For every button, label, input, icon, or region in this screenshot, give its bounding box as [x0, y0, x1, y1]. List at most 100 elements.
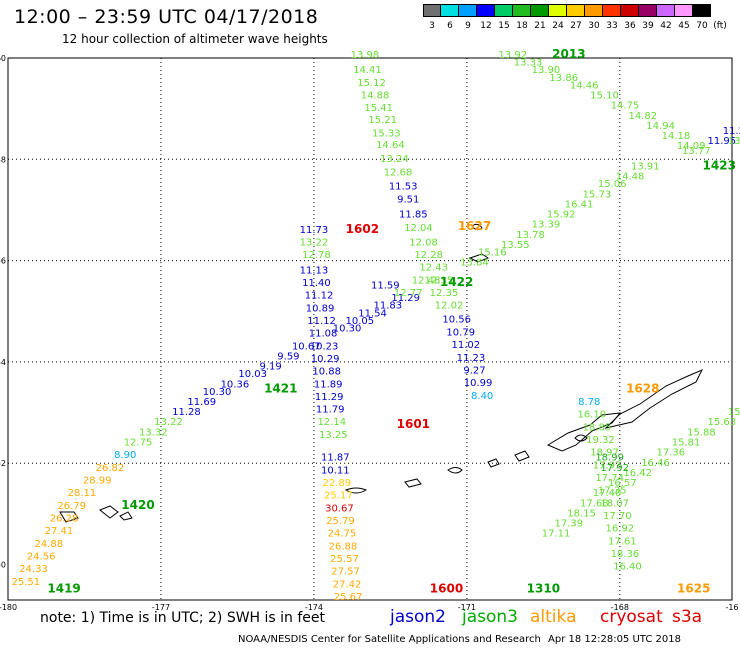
wave-height-label: 8.78 [578, 397, 600, 408]
wave-height-label: 13.78 [516, 230, 545, 241]
wave-height-label: 13.25 [319, 430, 348, 441]
wave-height-label: 12.43 [419, 263, 448, 274]
wave-height-label: 25.57 [330, 554, 359, 565]
lon-label: -174 [305, 603, 323, 612]
wave-height-label: 26.79 [57, 501, 86, 512]
wave-height-label: 13.77 [682, 146, 711, 157]
wave-height-label: 12.78 [302, 250, 331, 261]
wave-height-label: 15.73 [583, 189, 612, 200]
wave-height-label: 16.92 [606, 524, 635, 535]
scale-label: 39 [642, 21, 654, 31]
scale-label: 9 [465, 21, 471, 31]
wave-height-label: 15.81 [672, 438, 701, 449]
wave-height-label: 14.41 [353, 65, 382, 76]
pass-time-label: 1423 [703, 158, 736, 172]
color-scale: 3 6 9 12 15 18 21 24 27 30 33 36 39 42 45 70 (ft) [423, 4, 729, 31]
wave-height-label: 12.35 [430, 288, 459, 299]
wave-height-label: 24.75 [328, 529, 357, 540]
pass-time-label: 1310 [527, 581, 560, 595]
wave-height-label: 16.42 [623, 468, 652, 479]
wave-height-label: 12.02 [435, 301, 464, 312]
scale-cell [621, 4, 639, 17]
island-outline [59, 511, 79, 523]
wave-height-label: 13.24 [380, 154, 409, 165]
scale-label: 3 [429, 21, 435, 31]
island-outline [447, 467, 463, 474]
wave-height-label: 13.39 [532, 220, 561, 231]
wave-height-label: 11.29 [391, 293, 420, 304]
lon-label: -180 [0, 603, 17, 612]
scale-cell [585, 4, 603, 17]
wave-height-label: 11.12 [307, 316, 336, 327]
scale-label: 24 [552, 21, 564, 31]
wave-height-label: 16.40 [613, 562, 642, 573]
pass-time-label: 1422 [440, 275, 473, 289]
wave-height-label: 15.16 [478, 248, 507, 259]
scale-unit: (ft) [713, 21, 727, 31]
wave-height-label: 10.29 [311, 354, 340, 365]
wave-height-label: 28.99 [83, 475, 112, 486]
wave-height-label: 13.91 [631, 161, 660, 172]
scale-label: 70 [696, 21, 708, 31]
scale-label: 12 [480, 21, 492, 31]
subtitle: 12 hour collection of altimeter wave hei… [62, 32, 328, 46]
wave-height-label: 11.02 [452, 340, 481, 351]
wave-height-label: 8.40 [471, 391, 493, 402]
wave-height-label: 11.87 [321, 453, 350, 464]
wave-height-label: 10.88 [312, 367, 341, 378]
island-outline [604, 369, 704, 429]
wave-height-label: 10.05 [345, 316, 374, 327]
pass-time-label: 2013 [552, 47, 585, 61]
pass-time-label: 1600 [430, 581, 463, 595]
wave-height-label: 11.85 [399, 210, 428, 221]
wave-height-label: 14.82 [628, 111, 657, 122]
scale-cell [603, 4, 621, 17]
wave-height-label: 10.99 [464, 378, 493, 389]
wave-height-label: 11.83 [374, 301, 403, 312]
lat-label: 60 [0, 54, 6, 63]
wave-height-label: 26.28 [50, 513, 79, 524]
footnote: note: 1) Time is in UTC; 2) SWH is in fe… [40, 610, 326, 626]
wave-height-label: 10.36 [221, 379, 250, 390]
wave-height-label: 14.64 [376, 140, 405, 151]
wave-height-label: 11.29 [315, 392, 344, 403]
wave-height-label: 17.97 [593, 460, 622, 471]
wave-height-label: 16.57 [608, 478, 637, 489]
wave-height-label: 28.11 [68, 488, 97, 499]
pass-time-label: 1625 [677, 581, 710, 595]
scale-label: 33 [606, 21, 618, 31]
scale-cell [423, 4, 441, 17]
scale-cell [459, 4, 477, 17]
island-outline [514, 450, 530, 462]
wave-height-label: 14.94 [646, 121, 675, 132]
scale-label: 15 [498, 21, 510, 31]
scale-label: 36 [624, 21, 636, 31]
wave-height-label: 17.11 [542, 529, 571, 540]
wave-height-label: 12.77 [394, 288, 423, 299]
pass-time-label: 1419 [47, 581, 80, 595]
lat-label: 50 [0, 561, 6, 570]
scale-label: 27 [570, 21, 582, 31]
pass-time-label: 1627 [458, 219, 491, 233]
wave-height-label: 12.14 [317, 417, 346, 428]
wave-height-label: 27.41 [45, 526, 74, 537]
wave-height-label: 18.07 [600, 498, 629, 509]
wave-height-label: 13.22 [300, 237, 329, 248]
wave-height-label: 25.17 [324, 491, 353, 502]
wave-height-label: 12.04 [404, 223, 433, 234]
legend-altika: altika [530, 607, 577, 627]
wave-height-label: 13.90 [532, 65, 561, 76]
island-outline [471, 223, 483, 231]
wave-height-label: 11.28 [172, 407, 201, 418]
scale-cell [531, 4, 549, 17]
wave-height-label: 25.67 [334, 592, 363, 603]
wave-height-label: 10.56 [442, 314, 471, 325]
wave-height-label: 11.29 [723, 126, 740, 137]
wave-height-label: 27.57 [331, 567, 360, 578]
wave-height-label: 14.75 [611, 101, 640, 112]
lat-label: 54 [0, 358, 6, 367]
wave-height-label: 15.33 [372, 129, 401, 140]
wave-height-label: 17.92 [600, 463, 629, 474]
scale-label: 21 [534, 21, 546, 31]
wave-height-label: 10.89 [306, 303, 335, 314]
